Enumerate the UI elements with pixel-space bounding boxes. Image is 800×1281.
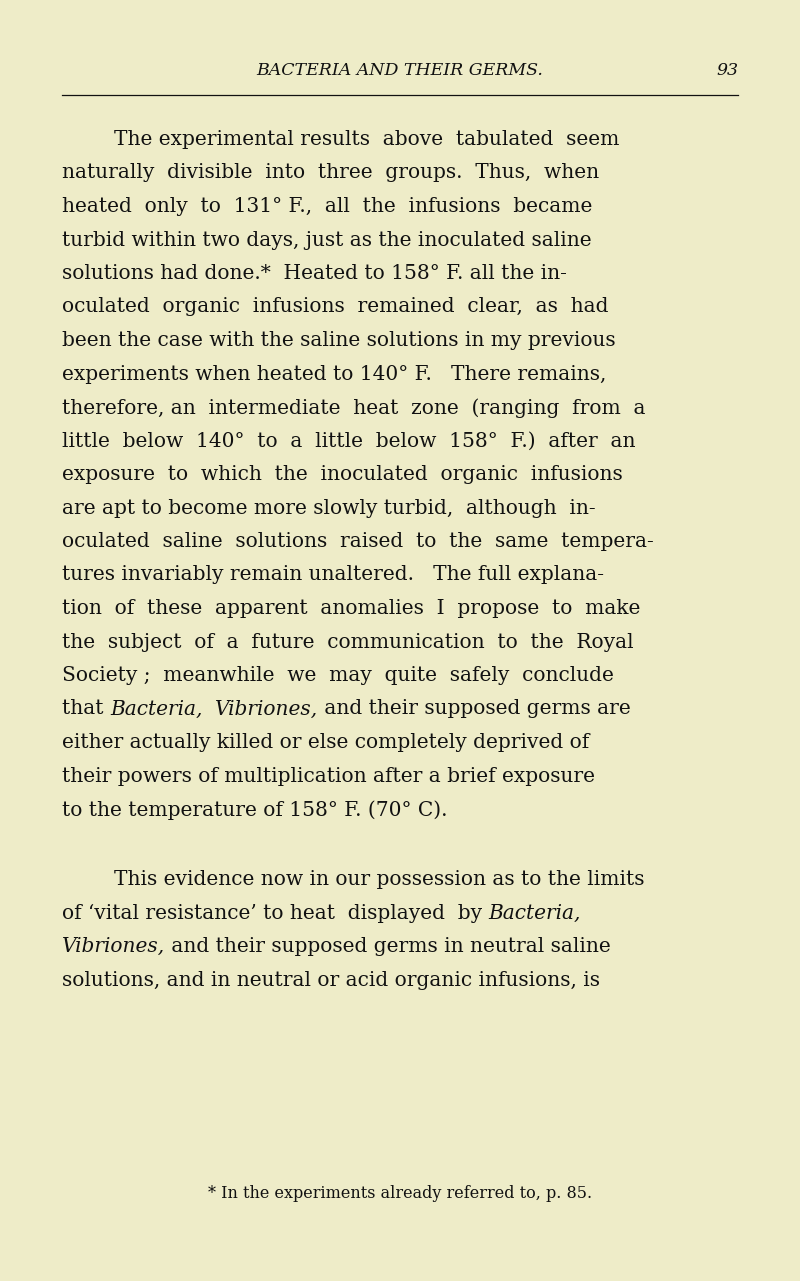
Text: oculated  saline  solutions  raised  to  the  same  tempera-: oculated saline solutions raised to the … <box>62 532 654 551</box>
Text: 93: 93 <box>716 61 738 79</box>
Text: that: that <box>62 699 110 719</box>
Text: Vibriones,: Vibriones, <box>215 699 318 719</box>
Text: tures invariably remain unaltered.   The full explana-: tures invariably remain unaltered. The f… <box>62 565 604 584</box>
Text: oculated  organic  infusions  remained  clear,  as  had: oculated organic infusions remained clea… <box>62 297 609 316</box>
Text: The experimental results  above  tabulated  seem: The experimental results above tabulated… <box>114 129 619 149</box>
Text: Vibriones,: Vibriones, <box>62 936 165 956</box>
Text: little  below  140°  to  a  little  below  158°  F.)  after  an: little below 140° to a little below 158°… <box>62 432 635 451</box>
Text: of ‘vital resistance’ to heat  displayed  by: of ‘vital resistance’ to heat displayed … <box>62 903 489 922</box>
Text: Society ;  meanwhile  we  may  quite  safely  conclude: Society ; meanwhile we may quite safely … <box>62 666 614 685</box>
Text: turbid within two days, just as the inoculated saline: turbid within two days, just as the inoc… <box>62 231 592 250</box>
Text: BACTERIA AND THEIR GERMS.: BACTERIA AND THEIR GERMS. <box>257 61 543 79</box>
Text: their powers of multiplication after a brief exposure: their powers of multiplication after a b… <box>62 766 595 785</box>
Text: to the temperature of 158° F. (70° C).: to the temperature of 158° F. (70° C). <box>62 801 447 820</box>
Text: Bacteria,: Bacteria, <box>110 699 202 719</box>
Text: the  subject  of  a  future  communication  to  the  Royal: the subject of a future communication to… <box>62 633 634 652</box>
Text: and their supposed germs are: and their supposed germs are <box>318 699 631 719</box>
Text: solutions, and in neutral or acid organic infusions, is: solutions, and in neutral or acid organi… <box>62 971 600 989</box>
Text: heated  only  to  131° F.,  all  the  infusions  became: heated only to 131° F., all the infusion… <box>62 197 592 216</box>
Text: exposure  to  which  the  inoculated  organic  infusions: exposure to which the inoculated organic… <box>62 465 622 484</box>
Text: experiments when heated to 140° F.   There remains,: experiments when heated to 140° F. There… <box>62 365 606 383</box>
Text: either actually killed or else completely deprived of: either actually killed or else completel… <box>62 733 590 752</box>
Text: Bacteria,: Bacteria, <box>489 903 581 922</box>
Text: are apt to become more slowly turbid,  although  in-: are apt to become more slowly turbid, al… <box>62 498 596 518</box>
Text: naturally  divisible  into  three  groups.  Thus,  when: naturally divisible into three groups. T… <box>62 164 599 182</box>
Text: therefore, an  intermediate  heat  zone  (ranging  from  a: therefore, an intermediate heat zone (ra… <box>62 398 646 418</box>
Text: * In the experiments already referred to, p. 85.: * In the experiments already referred to… <box>208 1185 592 1202</box>
Text: tion  of  these  apparent  anomalies  I  propose  to  make: tion of these apparent anomalies I propo… <box>62 600 640 617</box>
Text: This evidence now in our possession as to the limits: This evidence now in our possession as t… <box>114 870 645 889</box>
Text: been the case with the saline solutions in my previous: been the case with the saline solutions … <box>62 330 616 350</box>
Text: and their supposed germs in neutral saline: and their supposed germs in neutral sali… <box>165 936 611 956</box>
Text: solutions had done.*  Heated to 158° F. all the in-: solutions had done.* Heated to 158° F. a… <box>62 264 567 283</box>
